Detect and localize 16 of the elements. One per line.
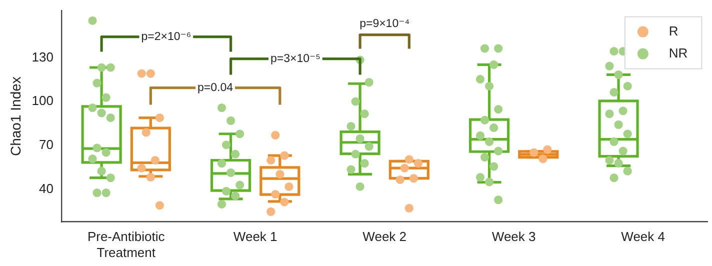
y-axis-title: Chao1 Index <box>7 76 24 156</box>
x-tick-label: Week 3 <box>492 229 536 244</box>
annotation: p=0.04 <box>198 82 234 94</box>
legend-label: R <box>668 23 678 38</box>
x-tick-label: Week 2 <box>362 229 407 244</box>
annotation: p=3×10⁻⁵ <box>270 52 321 65</box>
y-tick-label: 100 <box>32 93 54 108</box>
y-tick-label: 40 <box>39 181 54 196</box>
x-tick-label: Pre-Antibiotic Treatment <box>87 229 166 260</box>
x-tick-label: Week 4 <box>621 229 665 244</box>
annotation: p=2×10⁻⁶ <box>141 30 192 43</box>
y-tick-label: 130 <box>32 49 54 64</box>
x-tick-label: Week 1 <box>233 229 278 244</box>
y-tick-label: 70 <box>39 137 54 152</box>
annotation: p=9×10⁻⁴ <box>360 18 410 30</box>
legend-label: NR <box>668 45 688 60</box>
